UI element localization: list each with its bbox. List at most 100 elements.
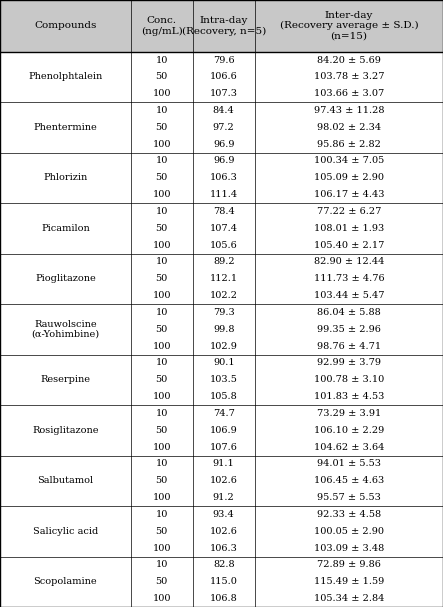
- Text: 10: 10: [155, 409, 168, 418]
- Text: Picamilon: Picamilon: [41, 224, 90, 233]
- Text: Phentermine: Phentermine: [34, 123, 97, 132]
- Text: 105.40 ± 2.17: 105.40 ± 2.17: [314, 240, 384, 249]
- Bar: [0, 52, 443, 102]
- Text: 102.2: 102.2: [210, 291, 238, 300]
- Text: 103.44 ± 5.47: 103.44 ± 5.47: [314, 291, 384, 300]
- Text: 106.3: 106.3: [210, 544, 237, 552]
- Text: 105.09 ± 2.90: 105.09 ± 2.90: [314, 174, 384, 182]
- Text: 79.3: 79.3: [213, 308, 235, 317]
- Text: 100.34 ± 7.05: 100.34 ± 7.05: [314, 157, 384, 166]
- Text: 111.4: 111.4: [210, 190, 238, 199]
- Text: 103.66 ± 3.07: 103.66 ± 3.07: [314, 89, 384, 98]
- Text: 10: 10: [155, 359, 168, 367]
- Text: 99.8: 99.8: [213, 325, 234, 334]
- Bar: [0, 0, 443, 52]
- Text: 50: 50: [155, 375, 168, 384]
- Text: 90.1: 90.1: [213, 359, 234, 367]
- Text: 100: 100: [152, 240, 171, 249]
- Text: Inter-day
(Recovery average ± S.D.)
(n=15): Inter-day (Recovery average ± S.D.) (n=1…: [280, 11, 418, 41]
- Text: Salbutamol: Salbutamol: [37, 476, 93, 485]
- Text: 86.04 ± 5.88: 86.04 ± 5.88: [317, 308, 381, 317]
- Text: 100: 100: [152, 89, 171, 98]
- Text: 100: 100: [152, 544, 171, 552]
- Text: 10: 10: [155, 157, 168, 166]
- Text: 78.4: 78.4: [213, 207, 235, 216]
- Text: 84.4: 84.4: [213, 106, 235, 115]
- Bar: [0, 455, 443, 506]
- Text: 111.73 ± 4.76: 111.73 ± 4.76: [314, 274, 384, 283]
- Text: 10: 10: [155, 560, 168, 569]
- Text: 100: 100: [152, 392, 171, 401]
- Text: 94.01 ± 5.53: 94.01 ± 5.53: [317, 459, 381, 469]
- Text: 112.1: 112.1: [210, 274, 238, 283]
- Bar: [0, 557, 443, 607]
- Text: 102.6: 102.6: [210, 527, 237, 536]
- Text: 91.1: 91.1: [213, 459, 235, 469]
- Text: 115.0: 115.0: [210, 577, 237, 586]
- Text: 77.22 ± 6.27: 77.22 ± 6.27: [317, 207, 381, 216]
- Text: 98.76 ± 4.71: 98.76 ± 4.71: [317, 342, 381, 351]
- Text: Phenolphtalein: Phenolphtalein: [28, 72, 102, 81]
- Text: 97.43 ± 11.28: 97.43 ± 11.28: [314, 106, 384, 115]
- Text: 50: 50: [155, 224, 168, 233]
- Text: 96.9: 96.9: [213, 140, 234, 149]
- Text: Pioglitazone: Pioglitazone: [35, 274, 96, 283]
- Bar: [0, 405, 443, 455]
- Text: 95.57 ± 5.53: 95.57 ± 5.53: [317, 493, 381, 502]
- Text: 102.9: 102.9: [210, 342, 237, 351]
- Text: 96.9: 96.9: [213, 157, 234, 166]
- Text: 106.10 ± 2.29: 106.10 ± 2.29: [314, 426, 384, 435]
- Text: 106.45 ± 4.63: 106.45 ± 4.63: [314, 476, 384, 485]
- Text: 100: 100: [152, 140, 171, 149]
- Text: Reserpine: Reserpine: [40, 375, 90, 384]
- Bar: [0, 203, 443, 254]
- Text: 105.6: 105.6: [210, 240, 237, 249]
- Text: 92.99 ± 3.79: 92.99 ± 3.79: [317, 359, 381, 367]
- Text: 101.83 ± 4.53: 101.83 ± 4.53: [314, 392, 384, 401]
- Text: 106.3: 106.3: [210, 174, 237, 182]
- Text: 100: 100: [152, 493, 171, 502]
- Text: Intra-day
(Recovery, n=5): Intra-day (Recovery, n=5): [182, 16, 266, 36]
- Text: Conc.
(ng/mL): Conc. (ng/mL): [141, 16, 183, 36]
- Text: 97.2: 97.2: [213, 123, 235, 132]
- Text: 10: 10: [155, 106, 168, 115]
- Text: Phlorizin: Phlorizin: [43, 174, 87, 182]
- Text: 100.05 ± 2.90: 100.05 ± 2.90: [314, 527, 384, 536]
- Text: 107.6: 107.6: [210, 443, 237, 452]
- Text: 79.6: 79.6: [213, 55, 234, 64]
- Text: 108.01 ± 1.93: 108.01 ± 1.93: [314, 224, 384, 233]
- Text: 73.29 ± 3.91: 73.29 ± 3.91: [317, 409, 381, 418]
- Text: 104.62 ± 3.64: 104.62 ± 3.64: [314, 443, 384, 452]
- Text: 106.9: 106.9: [210, 426, 237, 435]
- Text: 50: 50: [155, 274, 168, 283]
- Text: 105.34 ± 2.84: 105.34 ± 2.84: [314, 594, 384, 603]
- Text: Compounds: Compounds: [34, 21, 97, 30]
- Text: 107.3: 107.3: [210, 89, 238, 98]
- Bar: [0, 152, 443, 203]
- Text: 106.17 ± 4.43: 106.17 ± 4.43: [314, 190, 384, 199]
- Text: 102.6: 102.6: [210, 476, 237, 485]
- Text: 105.8: 105.8: [210, 392, 237, 401]
- Text: 50: 50: [155, 325, 168, 334]
- Text: 100.78 ± 3.10: 100.78 ± 3.10: [314, 375, 384, 384]
- Text: 98.02 ± 2.34: 98.02 ± 2.34: [317, 123, 381, 132]
- Text: 10: 10: [155, 257, 168, 266]
- Text: 50: 50: [155, 174, 168, 182]
- Text: 103.5: 103.5: [210, 375, 237, 384]
- Text: 50: 50: [155, 123, 168, 132]
- Text: 100: 100: [152, 443, 171, 452]
- Text: 10: 10: [155, 207, 168, 216]
- Text: 115.49 ± 1.59: 115.49 ± 1.59: [314, 577, 384, 586]
- Text: 50: 50: [155, 426, 168, 435]
- Text: 50: 50: [155, 476, 168, 485]
- Text: 91.2: 91.2: [213, 493, 235, 502]
- Text: Rosiglitazone: Rosiglitazone: [32, 426, 99, 435]
- Text: 10: 10: [155, 510, 168, 519]
- Text: 10: 10: [155, 459, 168, 469]
- Text: Scopolamine: Scopolamine: [34, 577, 97, 586]
- Text: 93.4: 93.4: [213, 510, 235, 519]
- Text: 103.09 ± 3.48: 103.09 ± 3.48: [314, 544, 384, 552]
- Text: 100: 100: [152, 594, 171, 603]
- Text: 103.78 ± 3.27: 103.78 ± 3.27: [314, 72, 384, 81]
- Text: 89.2: 89.2: [213, 257, 234, 266]
